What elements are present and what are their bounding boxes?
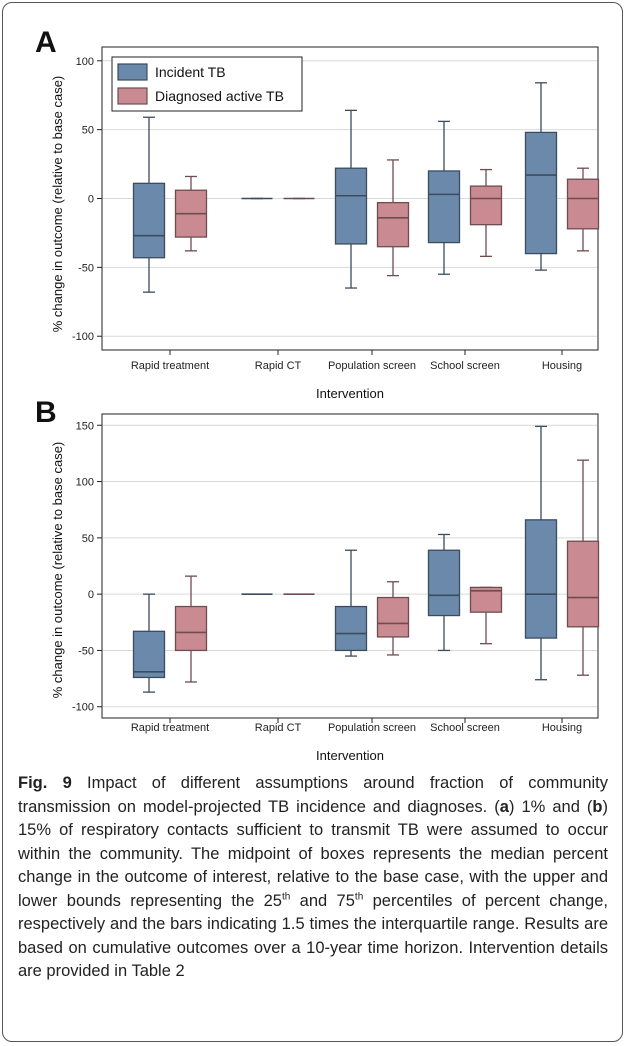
y-tick-label: 50 [82, 533, 94, 545]
caption-panel-a: a [499, 797, 509, 816]
x-tick-label: Population screen [328, 360, 416, 372]
iqr-box [469, 185, 503, 226]
iqr-box [132, 630, 166, 679]
y-tick-label: 0 [88, 589, 94, 601]
iqr-box [427, 170, 461, 244]
iqr-box [427, 549, 461, 617]
panel-b: B 150 100 50 0 -50 -100 % change in outcome (re… [35, 396, 600, 763]
iqr-box [524, 131, 558, 255]
box-diagnosed-active-tb [376, 581, 410, 656]
legend: Incident TB Diagnosed active TB [111, 56, 303, 112]
iqr-box [174, 605, 208, 652]
box-diagnosed-active-tb [376, 159, 410, 277]
x-tick-label: School screen [430, 360, 500, 372]
iqr-box [566, 540, 600, 628]
x-tick-label: Housing [542, 722, 582, 734]
iqr-box [376, 596, 410, 638]
panel-letter-b: B [35, 396, 57, 429]
x-tick-label: Population screen [328, 722, 416, 734]
iqr-box [334, 167, 368, 245]
box-diagnosed-active-tb [566, 459, 600, 676]
y-tick-label: -100 [72, 331, 94, 343]
y-axis-title: % change in outcome (relative to base ca… [50, 76, 65, 333]
box-incident-tb [132, 593, 166, 693]
legend-swatch [117, 63, 148, 81]
x-axis-title: Intervention [316, 748, 384, 763]
caption-text-5: percentiles of percent change, respectiv… [18, 891, 608, 981]
box-diagnosed-active-tb [566, 167, 600, 252]
box-diagnosed-active-tb [469, 586, 503, 645]
x-tick-label: School screen [430, 722, 500, 734]
caption-text-3: ) 15% of respiratory contacts sufficient… [18, 797, 608, 910]
legend-swatch [117, 87, 148, 105]
box-diagnosed-active-tb [174, 175, 208, 252]
caption-text-1: Impact of different assumptions around f… [18, 774, 608, 816]
x-tick-label: Rapid CT [255, 360, 302, 372]
box-diagnosed-active-tb [174, 575, 208, 683]
box-incident-tb [132, 116, 166, 293]
x-tick-label: Rapid treatment [131, 722, 209, 734]
y-tick-label: 50 [82, 125, 94, 137]
figure-canvas: A 100 50 0 -50 -100 % change in outcome (relat… [35, 26, 600, 763]
legend-label: Diagnosed active TB [155, 88, 284, 104]
caption-text-4: and 75 [290, 891, 355, 910]
caption-text-2: ) 1% and ( [508, 797, 593, 816]
box-diagnosed-active-tb [469, 168, 503, 257]
iqr-box [334, 605, 368, 652]
y-tick-label: -100 [72, 702, 94, 714]
iqr-box [132, 182, 166, 259]
iqr-box [376, 201, 410, 248]
iqr-box [566, 178, 600, 230]
y-tick-label: 0 [88, 194, 94, 206]
x-tick-label: Housing [542, 360, 582, 372]
box-incident-tb [334, 109, 368, 289]
caption-sup-th-1: th [281, 891, 291, 902]
box-incident-tb [334, 549, 368, 657]
caption-sup-th-2: th [354, 891, 364, 902]
y-tick-label: 150 [76, 420, 94, 432]
y-axis-title: % change in outcome (relative to base ca… [50, 442, 65, 699]
y-tick-label: -50 [78, 645, 94, 657]
y-tick-label: -50 [78, 262, 94, 274]
x-axis-title: Intervention [316, 386, 384, 401]
panel-letter-a: A [35, 26, 57, 59]
box-incident-tb [524, 425, 558, 681]
panel-a: A 100 50 0 -50 -100 % change in outcome (relat… [35, 26, 600, 401]
x-tick-label: Rapid treatment [131, 360, 209, 372]
y-tick-label: 100 [76, 477, 94, 489]
box-incident-tb [427, 533, 461, 652]
caption-fig-label: Fig. 9 [18, 774, 72, 792]
caption-panel-b: b [592, 797, 603, 816]
y-tick-label: 100 [76, 56, 94, 68]
box-incident-tb [524, 82, 558, 271]
plot-area [101, 413, 599, 719]
legend-label: Incident TB [155, 64, 226, 80]
x-tick-label: Rapid CT [255, 722, 302, 734]
figure-caption: Fig. 9 Impact of different assumptions a… [18, 772, 608, 984]
box-incident-tb [427, 120, 461, 275]
iqr-box [524, 519, 558, 639]
